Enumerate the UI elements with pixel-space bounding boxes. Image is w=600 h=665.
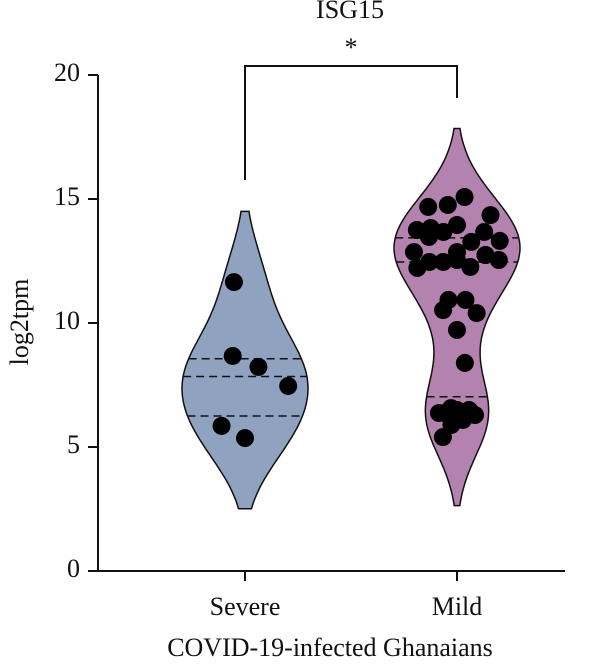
data-point	[434, 301, 453, 320]
data-point	[223, 346, 242, 365]
data-point	[438, 195, 457, 214]
violin-body	[393, 127, 521, 507]
data-point	[467, 304, 486, 323]
data-point	[448, 251, 466, 270]
x-tick-label: Severe	[210, 592, 281, 621]
y-tick-label: 10	[54, 306, 80, 335]
y-tick-label: 20	[54, 58, 80, 87]
chart-title: ISG15	[316, 0, 384, 24]
data-point	[224, 273, 243, 292]
y-tick-label: 0	[67, 554, 80, 583]
x-tick-label: Mild	[432, 592, 483, 621]
data-point	[475, 222, 494, 241]
data-point	[490, 231, 509, 250]
data-point	[434, 252, 453, 271]
data-point	[481, 206, 500, 225]
data-point	[456, 290, 475, 309]
data-point	[453, 410, 472, 429]
significance-label: *	[345, 33, 358, 62]
y-axis-label: log2tpm	[5, 279, 34, 366]
y-tick-label: 5	[67, 430, 80, 459]
data-point	[448, 216, 466, 235]
data-point	[236, 429, 254, 448]
data-point	[434, 222, 453, 241]
data-point	[279, 376, 298, 395]
data-point	[212, 416, 231, 435]
y-tick-label: 15	[54, 182, 80, 211]
data-point	[455, 353, 474, 372]
data-point	[462, 232, 481, 251]
violin-body	[181, 210, 309, 510]
data-point	[249, 357, 268, 376]
data-point	[419, 197, 438, 216]
significance-bracket	[244, 65, 458, 180]
data-point	[461, 257, 480, 276]
data-point	[476, 246, 495, 265]
data-point	[455, 188, 474, 207]
data-point	[404, 243, 423, 262]
data-point	[408, 258, 427, 277]
data-point	[419, 227, 438, 246]
x-axis-label: COVID-19-infected Ghanaians	[167, 633, 493, 662]
data-point	[448, 320, 466, 339]
